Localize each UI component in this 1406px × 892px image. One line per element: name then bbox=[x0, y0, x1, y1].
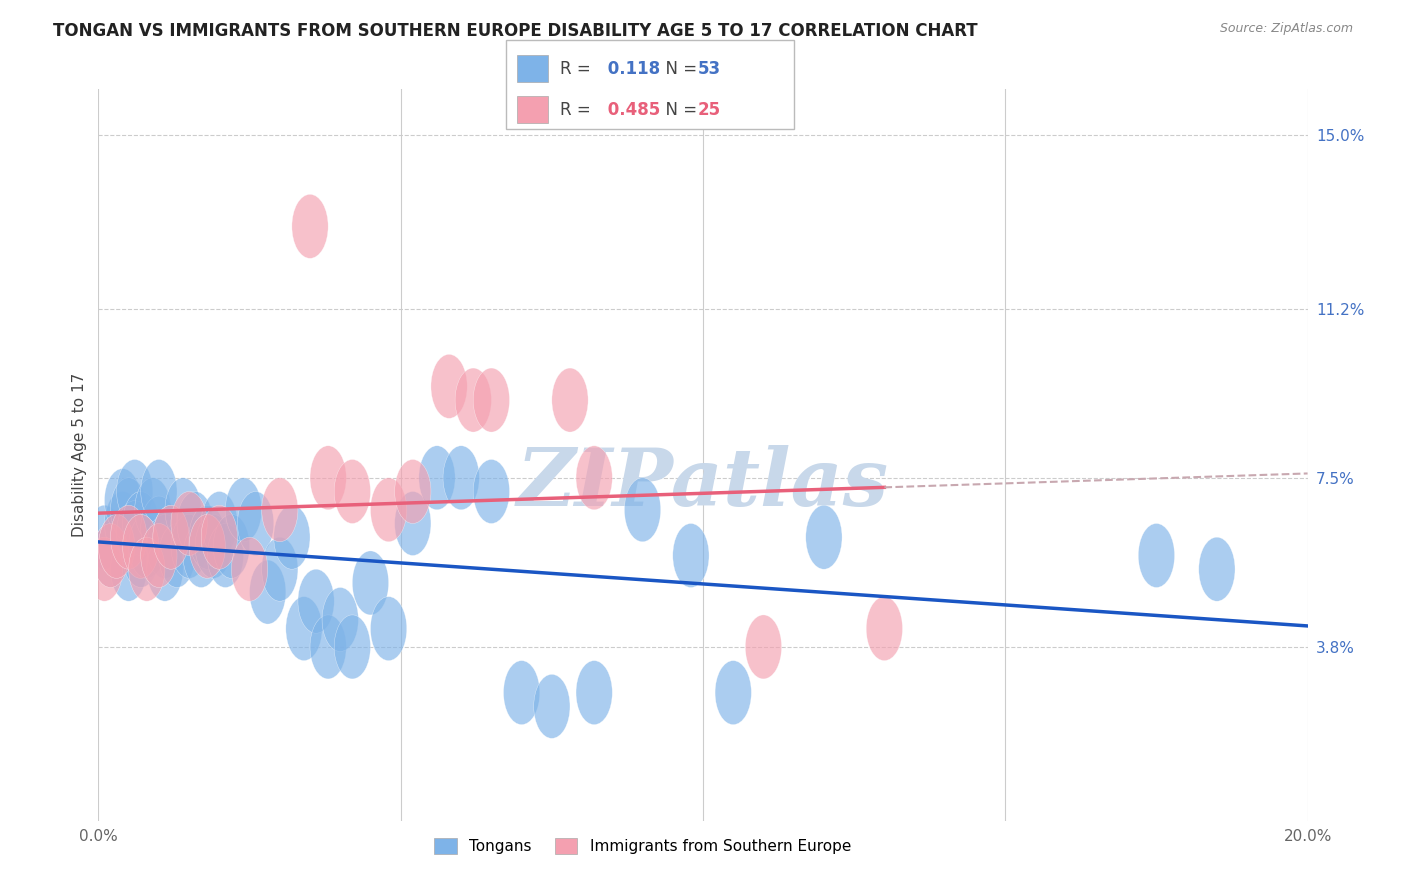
Ellipse shape bbox=[553, 368, 588, 432]
Ellipse shape bbox=[503, 661, 540, 724]
Ellipse shape bbox=[172, 491, 207, 556]
Ellipse shape bbox=[86, 505, 122, 569]
Ellipse shape bbox=[285, 597, 322, 661]
Ellipse shape bbox=[207, 524, 243, 588]
Text: 0.118: 0.118 bbox=[602, 60, 659, 78]
Ellipse shape bbox=[165, 478, 201, 541]
Ellipse shape bbox=[172, 515, 207, 578]
Ellipse shape bbox=[122, 515, 159, 578]
Ellipse shape bbox=[624, 478, 661, 541]
Ellipse shape bbox=[395, 459, 432, 524]
Ellipse shape bbox=[122, 524, 159, 588]
Ellipse shape bbox=[146, 537, 183, 601]
Ellipse shape bbox=[353, 551, 388, 615]
Ellipse shape bbox=[474, 368, 509, 432]
Text: N =: N = bbox=[655, 101, 703, 119]
Ellipse shape bbox=[104, 491, 141, 556]
Ellipse shape bbox=[432, 354, 467, 418]
Ellipse shape bbox=[576, 661, 613, 724]
Text: TONGAN VS IMMIGRANTS FROM SOUTHERN EUROPE DISABILITY AGE 5 TO 17 CORRELATION CHA: TONGAN VS IMMIGRANTS FROM SOUTHERN EUROP… bbox=[53, 22, 979, 40]
Ellipse shape bbox=[195, 515, 232, 578]
Ellipse shape bbox=[117, 459, 153, 524]
Ellipse shape bbox=[1199, 537, 1234, 601]
Ellipse shape bbox=[201, 491, 238, 556]
Ellipse shape bbox=[806, 505, 842, 569]
Ellipse shape bbox=[866, 597, 903, 661]
Ellipse shape bbox=[177, 491, 214, 556]
Ellipse shape bbox=[117, 500, 153, 565]
Ellipse shape bbox=[135, 478, 172, 541]
Ellipse shape bbox=[153, 505, 190, 569]
Ellipse shape bbox=[188, 515, 225, 578]
Ellipse shape bbox=[98, 515, 135, 578]
Ellipse shape bbox=[225, 478, 262, 541]
Ellipse shape bbox=[183, 524, 219, 588]
Ellipse shape bbox=[86, 537, 122, 601]
Ellipse shape bbox=[576, 446, 613, 510]
Ellipse shape bbox=[534, 674, 569, 739]
Ellipse shape bbox=[443, 446, 479, 510]
Ellipse shape bbox=[232, 537, 267, 601]
Ellipse shape bbox=[250, 560, 285, 624]
Ellipse shape bbox=[716, 661, 751, 724]
Ellipse shape bbox=[93, 524, 129, 588]
Ellipse shape bbox=[309, 615, 346, 679]
Ellipse shape bbox=[274, 505, 311, 569]
Ellipse shape bbox=[141, 496, 177, 560]
Ellipse shape bbox=[238, 491, 274, 556]
Ellipse shape bbox=[159, 524, 195, 588]
Ellipse shape bbox=[262, 478, 298, 541]
Ellipse shape bbox=[214, 515, 250, 578]
Ellipse shape bbox=[122, 491, 159, 556]
Ellipse shape bbox=[146, 515, 183, 578]
Text: 0.485: 0.485 bbox=[602, 101, 659, 119]
Ellipse shape bbox=[371, 597, 406, 661]
Ellipse shape bbox=[298, 569, 335, 633]
Text: ZIPatlas: ZIPatlas bbox=[517, 445, 889, 523]
Ellipse shape bbox=[98, 515, 135, 578]
Ellipse shape bbox=[153, 505, 190, 569]
Ellipse shape bbox=[335, 459, 371, 524]
Text: R =: R = bbox=[560, 101, 596, 119]
Ellipse shape bbox=[1139, 524, 1174, 588]
Y-axis label: Disability Age 5 to 17: Disability Age 5 to 17 bbox=[72, 373, 87, 537]
Ellipse shape bbox=[188, 505, 225, 569]
Ellipse shape bbox=[111, 537, 146, 601]
Ellipse shape bbox=[262, 537, 298, 601]
Ellipse shape bbox=[141, 459, 177, 524]
Ellipse shape bbox=[322, 588, 359, 651]
Legend: Tongans, Immigrants from Southern Europe: Tongans, Immigrants from Southern Europe bbox=[427, 832, 858, 861]
Ellipse shape bbox=[141, 524, 177, 588]
Ellipse shape bbox=[104, 468, 141, 533]
Ellipse shape bbox=[111, 505, 146, 569]
Ellipse shape bbox=[474, 459, 509, 524]
Ellipse shape bbox=[371, 478, 406, 541]
Ellipse shape bbox=[395, 491, 432, 556]
Text: Source: ZipAtlas.com: Source: ZipAtlas.com bbox=[1219, 22, 1353, 36]
Ellipse shape bbox=[93, 524, 129, 588]
Ellipse shape bbox=[419, 446, 456, 510]
Ellipse shape bbox=[129, 537, 165, 601]
Ellipse shape bbox=[456, 368, 492, 432]
Ellipse shape bbox=[292, 194, 328, 259]
Ellipse shape bbox=[309, 446, 346, 510]
Text: R =: R = bbox=[560, 60, 596, 78]
Text: N =: N = bbox=[655, 60, 703, 78]
Ellipse shape bbox=[745, 615, 782, 679]
Ellipse shape bbox=[335, 615, 371, 679]
Ellipse shape bbox=[673, 524, 709, 588]
Ellipse shape bbox=[201, 505, 238, 569]
Text: 25: 25 bbox=[697, 101, 720, 119]
Text: 53: 53 bbox=[697, 60, 720, 78]
Ellipse shape bbox=[111, 478, 146, 541]
Ellipse shape bbox=[129, 515, 165, 578]
